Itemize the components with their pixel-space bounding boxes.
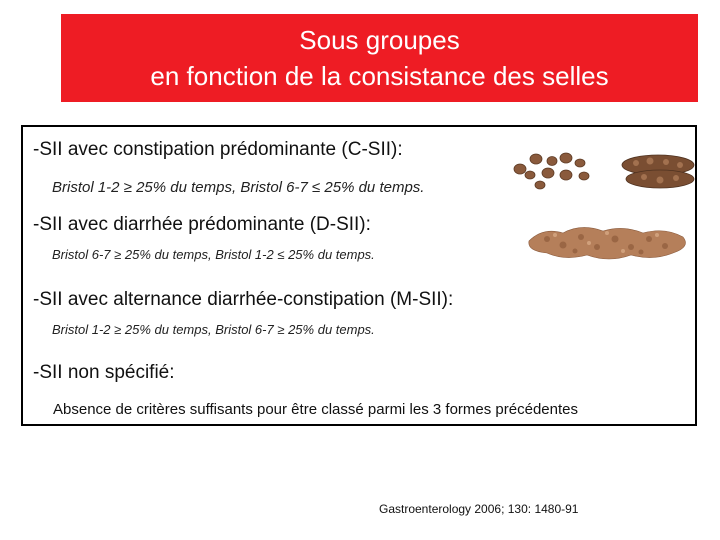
u-sii-criteria: Absence de critères suffisants pour être…	[53, 401, 578, 418]
criteria-panel: -SII avec constipation prédominante (C-S…	[21, 125, 697, 426]
c-sii-criteria: Bristol 1-2 ≥ 25% du temps, Bristol 6-7 …	[52, 179, 425, 196]
d-sii-heading: -SII avec diarrhée prédominante (D-SII):	[33, 214, 371, 235]
d-sii-criteria: Bristol 6-7 ≥ 25% du temps, Bristol 1-2 …	[52, 247, 375, 262]
loose-stool-image	[528, 227, 686, 260]
m-sii-heading: -SII avec alternance diarrhée-constipati…	[33, 289, 454, 310]
m-sii-criteria: Bristol 1-2 ≥ 25% du temps, Bristol 6-7 …	[52, 322, 375, 337]
hard-stool-image	[513, 152, 695, 190]
title-line-2: en fonction de la consistance des selles	[150, 61, 609, 91]
citation: Gastroenterology 2006; 130: 1480-91	[379, 502, 579, 516]
title-banner: Sous groupes en fonction de la consistan…	[61, 14, 698, 102]
c-sii-heading: -SII avec constipation prédominante (C-S…	[33, 139, 403, 160]
u-sii-heading: -SII non spécifié:	[33, 362, 175, 383]
title-line-1: Sous groupes	[299, 25, 460, 55]
